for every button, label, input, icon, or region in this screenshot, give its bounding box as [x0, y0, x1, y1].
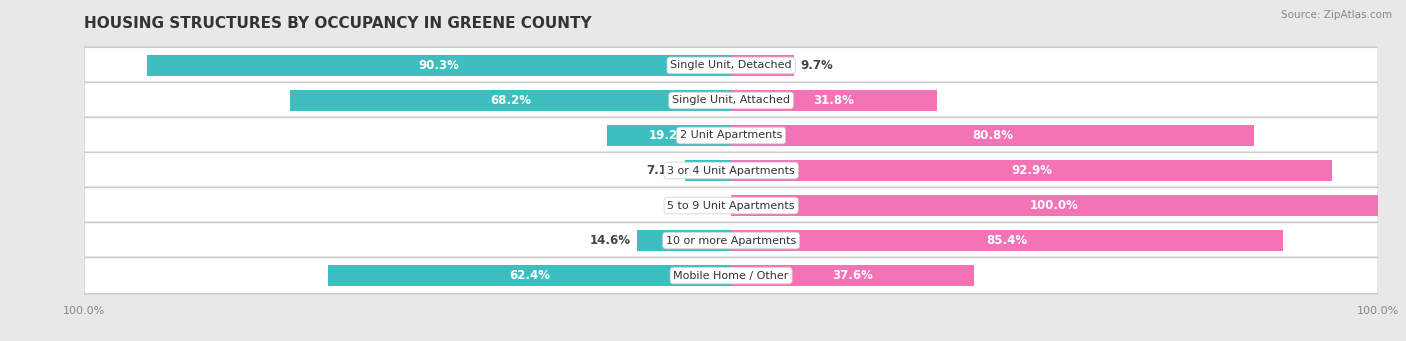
FancyBboxPatch shape: [84, 187, 1378, 224]
Text: 31.8%: 31.8%: [814, 94, 855, 107]
Bar: [731, 90, 936, 111]
Bar: [731, 195, 1378, 217]
Text: 7.1%: 7.1%: [647, 164, 679, 177]
Bar: [685, 160, 731, 181]
Text: 9.7%: 9.7%: [800, 59, 834, 72]
Text: 10 or more Apartments: 10 or more Apartments: [666, 236, 796, 246]
Text: HOUSING STRUCTURES BY OCCUPANCY IN GREENE COUNTY: HOUSING STRUCTURES BY OCCUPANCY IN GREEN…: [84, 16, 592, 31]
Text: Single Unit, Detached: Single Unit, Detached: [671, 60, 792, 71]
Text: Mobile Home / Other: Mobile Home / Other: [673, 270, 789, 281]
Text: 85.4%: 85.4%: [987, 234, 1028, 247]
Text: Source: ZipAtlas.com: Source: ZipAtlas.com: [1281, 10, 1392, 20]
FancyBboxPatch shape: [84, 152, 1378, 189]
Bar: [290, 90, 731, 111]
Text: 2 Unit Apartments: 2 Unit Apartments: [681, 131, 782, 140]
Bar: [731, 124, 1254, 146]
Text: 80.8%: 80.8%: [972, 129, 1012, 142]
FancyBboxPatch shape: [84, 47, 1378, 84]
Text: 0.0%: 0.0%: [692, 199, 724, 212]
Bar: [731, 160, 1331, 181]
Text: Single Unit, Attached: Single Unit, Attached: [672, 95, 790, 105]
Bar: [731, 55, 794, 76]
FancyBboxPatch shape: [84, 222, 1378, 259]
Bar: [731, 230, 1284, 251]
Text: 37.6%: 37.6%: [832, 269, 873, 282]
FancyBboxPatch shape: [84, 257, 1378, 294]
Text: 68.2%: 68.2%: [491, 94, 531, 107]
Text: 5 to 9 Unit Apartments: 5 to 9 Unit Apartments: [668, 201, 794, 210]
Text: 90.3%: 90.3%: [419, 59, 460, 72]
Text: 92.9%: 92.9%: [1011, 164, 1052, 177]
Text: 3 or 4 Unit Apartments: 3 or 4 Unit Apartments: [668, 165, 794, 176]
Text: 19.2%: 19.2%: [648, 129, 689, 142]
Bar: [328, 265, 731, 286]
Bar: [637, 230, 731, 251]
FancyBboxPatch shape: [84, 117, 1378, 154]
Text: 100.0%: 100.0%: [1031, 199, 1078, 212]
Text: 14.6%: 14.6%: [589, 234, 630, 247]
Text: 62.4%: 62.4%: [509, 269, 550, 282]
Bar: [731, 265, 974, 286]
Bar: [607, 124, 731, 146]
Bar: [148, 55, 731, 76]
FancyBboxPatch shape: [84, 82, 1378, 119]
